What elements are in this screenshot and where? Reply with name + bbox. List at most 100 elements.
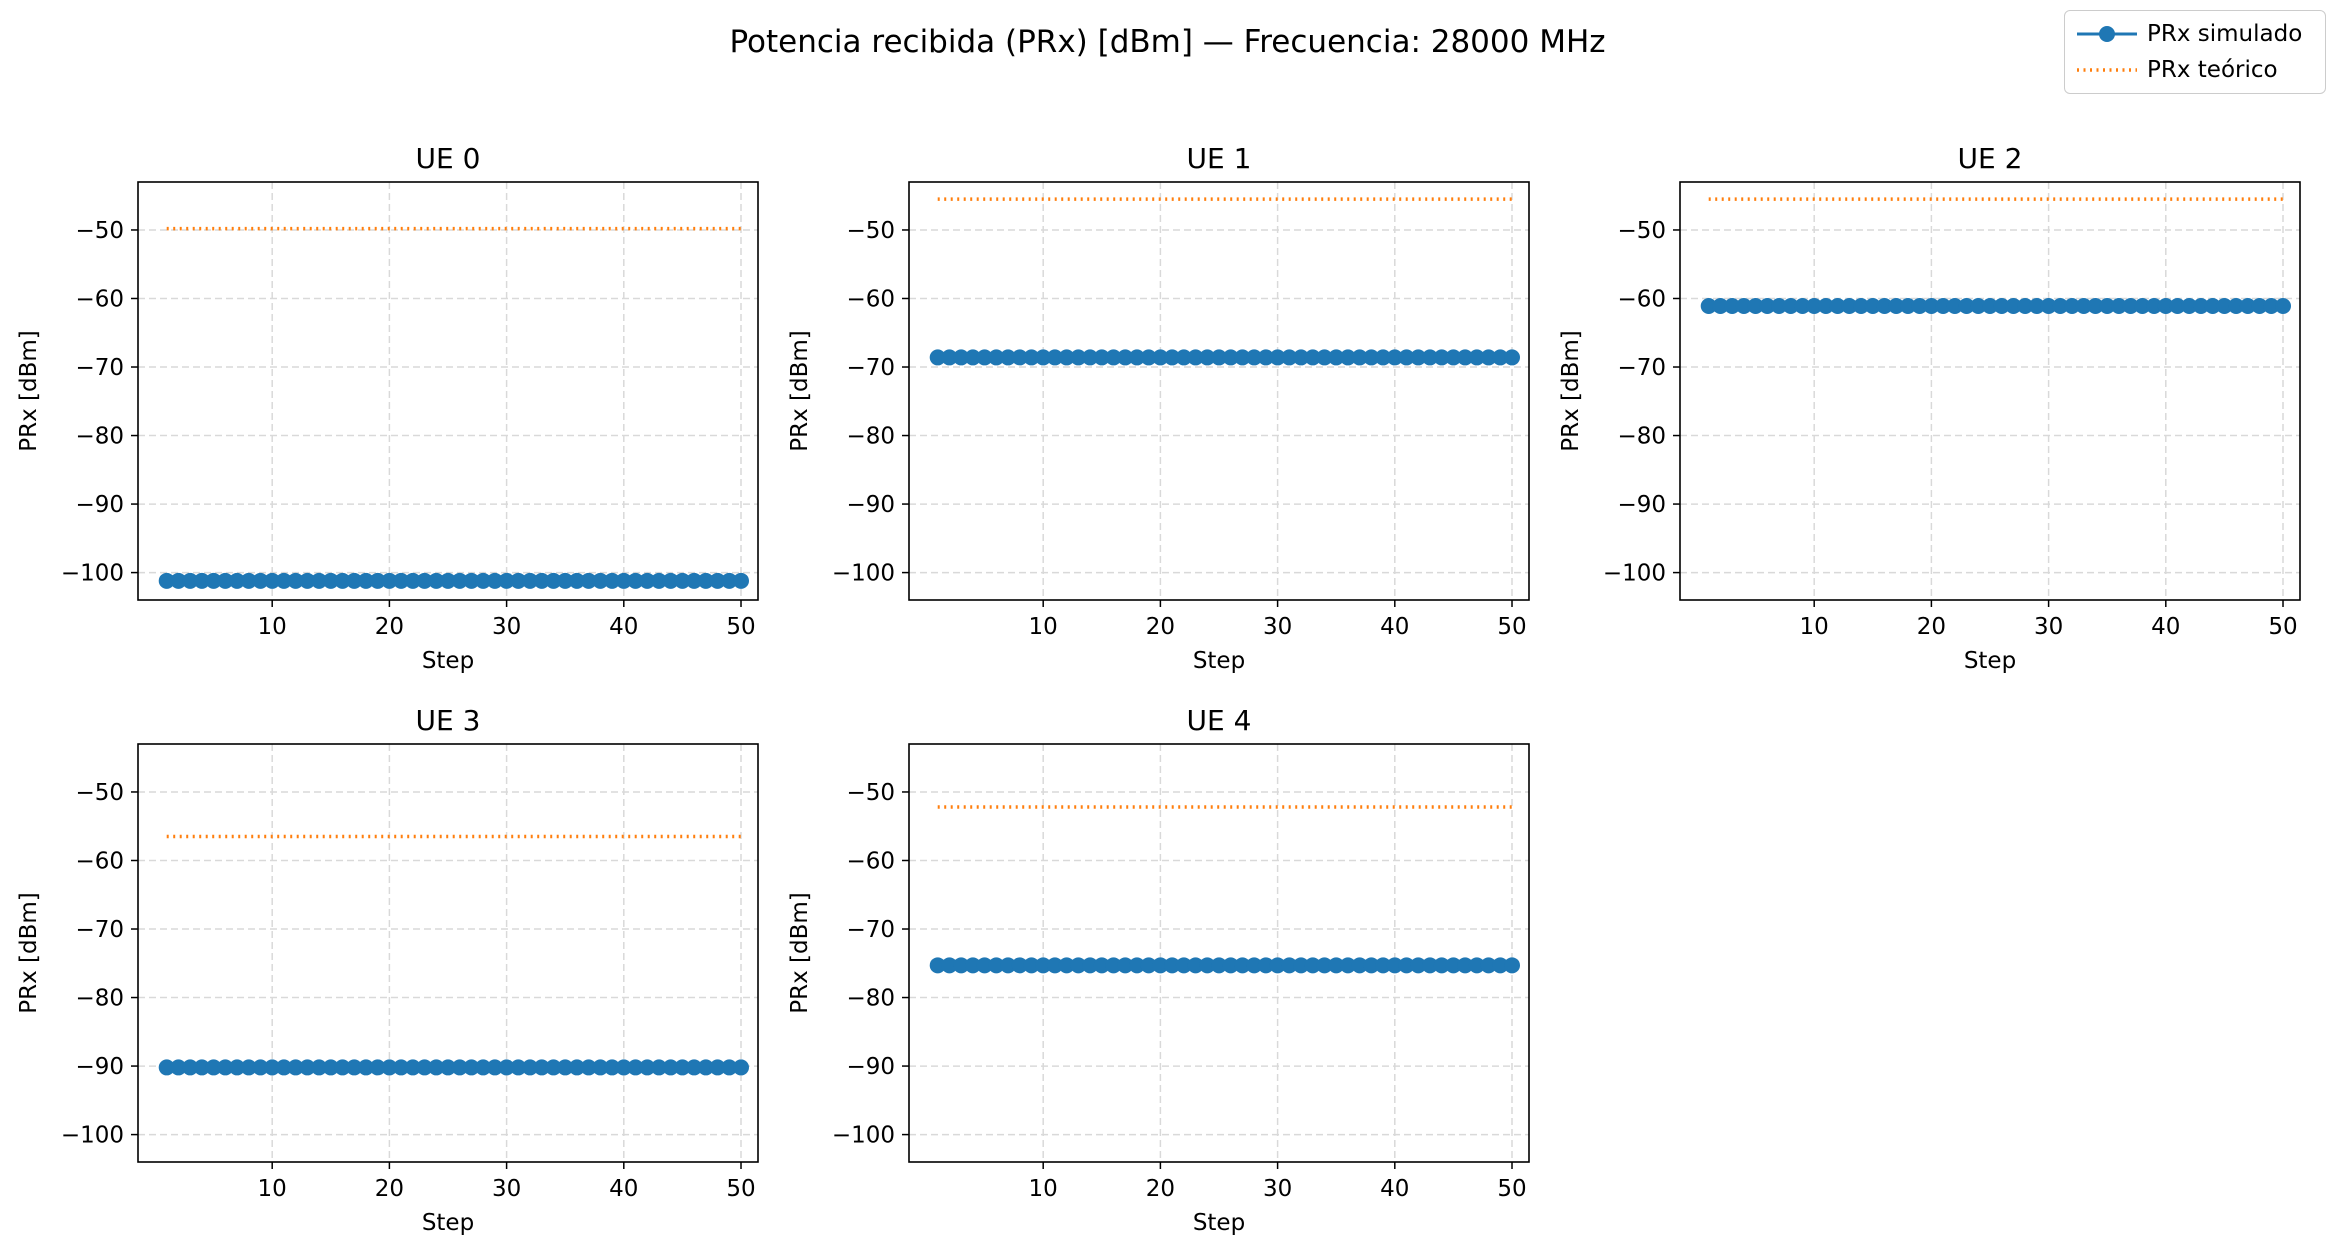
- data-point-simulated: [1351, 957, 1368, 974]
- data-point-simulated: [1246, 349, 1263, 366]
- data-point-simulated: [1199, 349, 1216, 366]
- data-point-simulated: [1211, 957, 1227, 974]
- x-tick-label: 30: [492, 614, 521, 640]
- y-axis-label: PRx [dBm]: [16, 330, 42, 452]
- subplot-ue0: 10 20 30 40 50 −50 −60 −70 −80 −90 −100 UE 0 Step PRx…: [16, 142, 759, 674]
- data-point-simulated: [1958, 298, 1975, 315]
- data-point-simulated: [2251, 298, 2268, 315]
- x-tick-label: 10: [258, 1176, 287, 1202]
- x-axis-label: Step: [422, 648, 474, 674]
- data-point-simulated: [334, 572, 351, 589]
- data-point-simulated: [1410, 957, 1427, 974]
- data-point-simulated: [964, 349, 981, 366]
- data-point-simulated: [1140, 957, 1157, 974]
- data-point-simulated: [334, 1059, 351, 1076]
- data-point-simulated: [1082, 957, 1099, 974]
- axes-frame: [137, 181, 759, 601]
- data-point-simulated: [1421, 957, 1438, 974]
- data-point-simulated: [369, 572, 386, 589]
- legend-swatch-simulated: [2077, 26, 2137, 42]
- data-point-simulated: [1293, 957, 1310, 974]
- data-point-simulated: [1234, 957, 1251, 974]
- y-tick-label: −50: [75, 780, 124, 806]
- data-point-simulated: [721, 572, 738, 589]
- data-point-simulated: [1082, 349, 1099, 366]
- x-tick-label: 20: [375, 614, 404, 640]
- data-point-simulated: [1093, 349, 1110, 366]
- y-axis-label: PRx [dBm]: [787, 892, 813, 1014]
- data-point-simulated: [1128, 957, 1145, 974]
- data-point-simulated: [545, 1059, 562, 1076]
- data-point-simulated: [1445, 957, 1462, 974]
- data-point-simulated: [217, 1059, 234, 1076]
- data-point-simulated: [1187, 957, 1204, 974]
- data-point-simulated: [557, 572, 574, 589]
- data-point-simulated: [1864, 298, 1881, 315]
- data-point-simulated: [463, 572, 480, 589]
- legend: PRx simulado PRx teórico: [2064, 10, 2326, 94]
- subplot-ue1: 10 20 30 40 50 −50 −60 −70 −80 −90 −100 UE 1 Step PRx…: [787, 142, 1530, 674]
- x-axis-label: Step: [1193, 648, 1245, 674]
- data-point-simulated: [1269, 957, 1286, 974]
- data-point-simulated: [1293, 349, 1310, 366]
- data-point-simulated: [1257, 957, 1274, 974]
- data-point-simulated: [170, 572, 187, 589]
- x-tick-label: 30: [492, 1176, 521, 1202]
- data-point-simulated: [1023, 349, 1040, 366]
- data-point-simulated: [929, 957, 946, 974]
- data-point-simulated: [404, 1059, 421, 1076]
- data-point-simulated: [1363, 957, 1380, 974]
- data-point-simulated: [182, 1059, 199, 1076]
- data-point-simulated: [580, 572, 597, 589]
- data-point-simulated: [1468, 957, 1485, 974]
- data-point-simulated: [650, 1059, 667, 1076]
- data-point-simulated: [275, 1059, 292, 1076]
- data-point-simulated: [158, 572, 175, 589]
- data-point-simulated: [615, 572, 632, 589]
- data-point-simulated: [1316, 957, 1333, 974]
- axes-frame: [1679, 181, 2301, 601]
- data-point-simulated: [604, 1059, 621, 1076]
- data-point-simulated: [592, 1059, 609, 1076]
- data-point-simulated: [205, 1059, 222, 1076]
- data-point-simulated: [1152, 957, 1169, 974]
- data-point-simulated: [953, 349, 970, 366]
- y-tick-label: −80: [75, 424, 124, 450]
- data-point-simulated: [1492, 957, 1509, 974]
- x-tick-label: 20: [375, 1176, 404, 1202]
- data-point-simulated: [2192, 298, 2209, 315]
- data-point-simulated: [275, 572, 292, 589]
- data-point-simulated: [1339, 957, 1356, 974]
- data-point-simulated: [486, 1059, 503, 1076]
- x-axis-label: Step: [422, 1210, 474, 1236]
- data-point-simulated: [522, 1059, 539, 1076]
- data-point-simulated: [2228, 298, 2245, 315]
- x-axis-label: Step: [1964, 648, 2016, 674]
- y-tick-label: −80: [1617, 424, 1666, 450]
- data-point-simulated: [1504, 349, 1521, 366]
- data-point-simulated: [1841, 298, 1858, 315]
- data-point-simulated: [1386, 349, 1403, 366]
- data-point-simulated: [369, 1059, 386, 1076]
- data-point-simulated: [1023, 957, 1040, 974]
- data-point-simulated: [428, 1059, 445, 1076]
- data-point-simulated: [1164, 349, 1181, 366]
- data-point-simulated: [568, 572, 585, 589]
- y-tick-label: −100: [832, 1123, 895, 1149]
- data-point-simulated: [1398, 957, 1415, 974]
- y-tick-label: −100: [61, 561, 124, 587]
- data-point-simulated: [1222, 349, 1239, 366]
- data-point-simulated: [976, 349, 993, 366]
- y-tick-label: −70: [846, 355, 895, 381]
- data-point-simulated: [604, 572, 621, 589]
- data-point-simulated: [964, 957, 981, 974]
- data-point-simulated: [1152, 349, 1169, 366]
- data-point-simulated: [697, 572, 714, 589]
- data-point-simulated: [1011, 957, 1028, 974]
- x-tick-label: 50: [1497, 1176, 1526, 1202]
- data-point-simulated: [217, 572, 234, 589]
- data-point-simulated: [1211, 349, 1227, 366]
- y-tick-label: −50: [1617, 218, 1666, 244]
- axes-frame: [908, 743, 1530, 1163]
